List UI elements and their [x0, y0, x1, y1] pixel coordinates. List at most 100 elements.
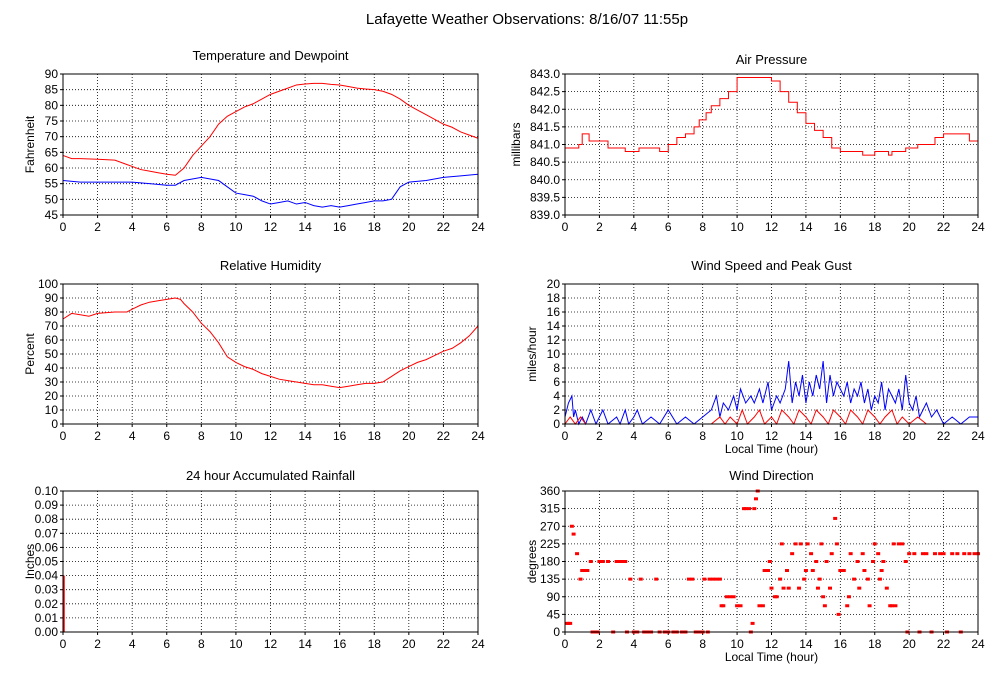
- direction-point: [778, 577, 783, 581]
- wind-ylabel: miles/hour: [525, 326, 539, 381]
- direction-point: [578, 577, 583, 581]
- direction-ytick-label: 315: [540, 502, 560, 516]
- rainfall-ytick-label: 0.01: [35, 611, 59, 625]
- direction-point: [571, 532, 576, 536]
- pressure-ytick-label: 841.0: [530, 138, 560, 152]
- pressure-ytick-label: 840.0: [530, 173, 560, 187]
- temperature-xtick-label: 0: [60, 220, 67, 234]
- pressure-ytick-label: 841.5: [530, 120, 560, 134]
- direction-point: [841, 569, 846, 573]
- direction-point: [690, 577, 695, 581]
- rainfall-xtick-label: 12: [264, 637, 278, 651]
- rainfall-xtick-label: 0: [60, 637, 67, 651]
- wind-ytick-label: 0: [553, 417, 560, 431]
- pressure-xtick-label: 4: [630, 220, 637, 234]
- humidity-xtick-label: 0: [60, 429, 67, 443]
- temperature-xtick-label: 16: [333, 220, 347, 234]
- rainfall-ytick-label: 0.07: [35, 526, 59, 540]
- temperature-xtick-label: 18: [368, 220, 382, 234]
- temperature-xtick-label: 14: [298, 220, 312, 234]
- pressure-ytick-label: 842.5: [530, 85, 560, 99]
- wind-xtick-label: 6: [665, 429, 672, 443]
- humidity-xtick-label: 10: [229, 429, 243, 443]
- direction-point: [731, 595, 736, 599]
- direction-point: [907, 552, 912, 556]
- rainfall-xtick-label: 10: [229, 637, 243, 651]
- rainfall-ytick-label: 0.10: [35, 484, 59, 498]
- wind-ytick-label: 18: [547, 291, 561, 305]
- direction-point: [760, 604, 765, 608]
- direction-point: [810, 569, 815, 573]
- direction-xtick-label: 10: [730, 637, 744, 651]
- direction-point: [809, 552, 814, 556]
- wind-xtick-label: 4: [630, 429, 637, 443]
- wind-ytick-label: 6: [553, 375, 560, 389]
- direction-point: [774, 595, 779, 599]
- direction-point: [568, 621, 573, 625]
- direction-xtick-label: 16: [834, 637, 848, 651]
- temperature-xtick-label: 20: [402, 220, 416, 234]
- pressure-ytick-label: 840.5: [530, 155, 560, 169]
- direction-point: [585, 569, 590, 573]
- direction-point: [860, 552, 865, 556]
- direction-point: [941, 552, 946, 556]
- rainfall-xtick-label: 22: [437, 637, 451, 651]
- direction-point: [762, 569, 767, 573]
- direction-point: [623, 560, 628, 563]
- humidity-xtick-label: 20: [402, 429, 416, 443]
- rainfall-xtick-label: 2: [94, 637, 101, 651]
- rainfall-xtick-label: 16: [333, 637, 347, 651]
- rainfall-plot-frame: [62, 490, 479, 633]
- temperature-xtick-label: 12: [264, 220, 278, 234]
- rainfall-xtick-label: 8: [198, 637, 205, 651]
- direction-ytick-label: 135: [540, 572, 560, 586]
- page-title: Lafayette Weather Observations: 8/16/07 …: [366, 11, 688, 28]
- direction-point: [938, 552, 943, 556]
- temperature-ylabel: Fahrenheit: [23, 115, 37, 173]
- temperature-ytick-label: 85: [45, 83, 59, 97]
- pressure-xtick-label: 14: [799, 220, 813, 234]
- direction-point: [955, 552, 960, 556]
- direction-point: [569, 524, 574, 528]
- direction-point: [815, 586, 820, 590]
- direction-point: [821, 595, 826, 599]
- pressure-xtick-label: 20: [902, 220, 916, 234]
- rainfall-xtick-label: 6: [163, 637, 170, 651]
- direction-point: [717, 577, 722, 581]
- pressure-xtick-label: 24: [971, 220, 985, 234]
- direction-point: [752, 507, 757, 511]
- direction-point: [803, 569, 808, 573]
- direction-ytick-label: 0: [553, 625, 560, 639]
- direction-point: [600, 560, 605, 563]
- humidity-ylabel: Percent: [23, 333, 37, 375]
- direction-point: [920, 552, 925, 556]
- wind-ytick-label: 8: [553, 361, 560, 375]
- pressure-xtick-label: 0: [562, 220, 569, 234]
- temperature-xtick-label: 4: [129, 220, 136, 234]
- direction-ytick-label: 360: [540, 484, 560, 498]
- humidity-ytick-label: 30: [45, 375, 59, 389]
- temperature-xtick-label: 8: [198, 220, 205, 234]
- direction-point: [628, 577, 633, 581]
- direction-plot-frame: [564, 490, 979, 633]
- pressure-plot-frame: [564, 73, 979, 216]
- rainfall-xtick-label: 18: [368, 637, 382, 651]
- direction-ytick-label: 270: [540, 519, 560, 533]
- humidity-ytick-label: 20: [45, 389, 59, 403]
- direction-point: [790, 552, 795, 556]
- humidity-series-line-0: [62, 297, 479, 389]
- direction-ytick-label: 45: [547, 607, 561, 621]
- direction-point: [932, 552, 937, 556]
- direction-point: [779, 542, 784, 546]
- wind-xtick-label: 22: [937, 429, 951, 443]
- direction-point: [838, 569, 843, 573]
- direction-point: [865, 577, 870, 581]
- direction-point: [707, 577, 712, 581]
- direction-point: [597, 560, 602, 563]
- humidity-ytick-label: 70: [45, 319, 59, 333]
- direction-point: [972, 552, 977, 556]
- direction-xtick-label: 12: [765, 637, 779, 651]
